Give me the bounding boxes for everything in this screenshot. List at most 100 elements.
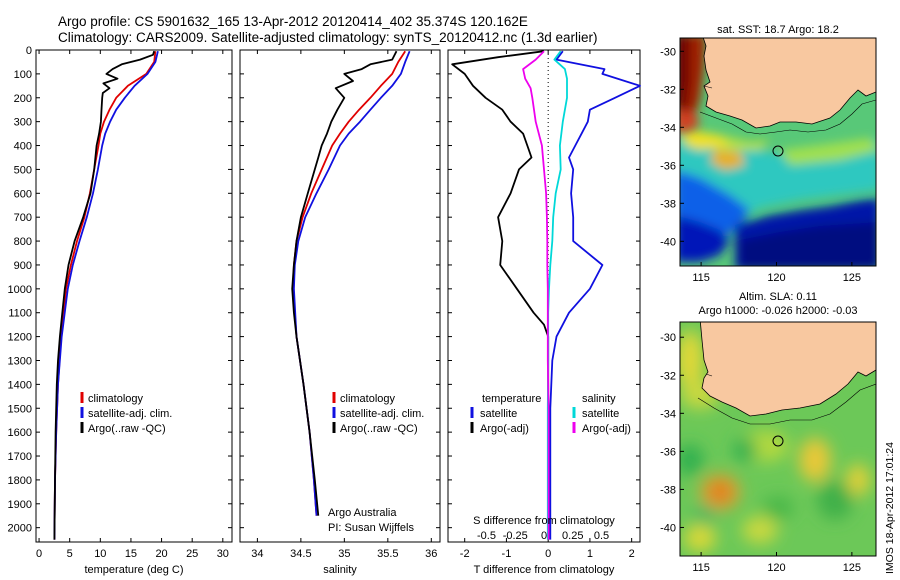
sst-map-title: sat. SST: 18.7 Argo: 18.2 xyxy=(717,24,839,36)
sst-map: 115 120 125 -30 -32 -34 -36 -38 -40 xyxy=(660,37,877,284)
y-tick-label: 1500 xyxy=(8,403,32,415)
series-line-satellite-adj-clim- xyxy=(53,50,159,540)
y-tick-label: 900 xyxy=(14,260,32,272)
sla-map-title-line1: Altim. SLA: 0.11 xyxy=(738,291,818,303)
x-tick-label: 20 xyxy=(155,548,167,560)
map-y-tick-label: -40 xyxy=(660,522,676,534)
series-line-climatology xyxy=(53,51,157,540)
legend-label: satellite-adj. clim. xyxy=(340,408,424,420)
annotation-text: PI: Susan Wijffels xyxy=(328,522,414,534)
x-tick-label: -2 xyxy=(460,548,470,560)
legend-label: climatology xyxy=(88,393,144,405)
map-y-tick-label: -34 xyxy=(660,122,676,134)
map-x-tick-label: 115 xyxy=(692,562,710,574)
x-tick-label: 25 xyxy=(186,548,198,560)
y-tick-label: 500 xyxy=(14,164,32,176)
s-tick-label: 0 xyxy=(541,530,547,542)
legend-label: satellite xyxy=(480,408,517,420)
map-y-tick-label: -36 xyxy=(660,446,676,458)
x-tick-label: 2 xyxy=(629,548,635,560)
y-tick-label: 400 xyxy=(14,141,32,153)
x-tick-label: 5 xyxy=(67,548,73,560)
temperature-panel: 0 5 10 15 20 25 300100200300400500600700800900… xyxy=(8,45,233,576)
float-location-marker xyxy=(772,435,784,447)
y-tick-label: 1400 xyxy=(8,379,32,391)
x-tick-label: 15 xyxy=(125,548,137,560)
axes-frame xyxy=(35,49,233,543)
y-tick-label: 1600 xyxy=(8,427,32,439)
y-tick-label: 1800 xyxy=(8,475,32,487)
x-axis-label: T difference from climatology xyxy=(474,564,615,576)
y-tick-label: 600 xyxy=(14,188,32,200)
map-y-tick-label: -30 xyxy=(660,46,676,58)
x-axis-label: salinity xyxy=(323,564,357,576)
legend-label: Argo(-adj) xyxy=(480,423,529,435)
x-tick-label: 34 xyxy=(251,548,263,560)
series-line-argo-raw-qc- xyxy=(53,50,156,540)
axes-frame xyxy=(447,49,641,543)
series-line-salinity-argo-adj- xyxy=(522,50,550,540)
series-line-climatology xyxy=(292,50,406,516)
y-tick-label: 1300 xyxy=(8,355,32,367)
map-y-tick-label: -38 xyxy=(660,198,676,210)
y-tick-label: 300 xyxy=(14,117,32,129)
s-tick-label: 0.5 xyxy=(594,530,609,542)
x-tick-label: 0 xyxy=(545,548,551,560)
legend-title: salinity xyxy=(582,393,616,405)
y-tick-label: 2000 xyxy=(8,523,32,535)
float-location-marker xyxy=(772,145,784,157)
legend-label: satellite-adj. clim. xyxy=(88,408,172,420)
map-x-tick-label: 125 xyxy=(843,272,861,284)
legend-label: Argo(-adj) xyxy=(582,423,631,435)
axes-frame xyxy=(239,49,441,543)
sla-map: 115 120 125 -30 -32 -34 -36 -38 -40 xyxy=(660,321,877,574)
y-tick-label: 100 xyxy=(14,69,32,81)
x-tick-label: 1 xyxy=(587,548,593,560)
y-tick-label: 0 xyxy=(26,45,32,57)
x-tick-label: 0 xyxy=(36,548,42,560)
map-y-tick-label: -30 xyxy=(660,332,676,344)
series-line-temperature-satellite xyxy=(549,50,641,540)
map-y-tick-label: -32 xyxy=(660,84,676,96)
figure-title-line1: Argo profile: CS 5901632_165 13-Apr-2012… xyxy=(58,14,528,29)
s-tick-label: -0.25 xyxy=(503,530,528,542)
map-y-tick-label: -40 xyxy=(660,236,676,248)
map-y-tick-label: -36 xyxy=(660,160,676,172)
y-tick-label: 1100 xyxy=(8,308,32,320)
map-y-tick-label: -38 xyxy=(660,484,676,496)
figure-title-line2: Climatology: CARS2009. Satellite-adjuste… xyxy=(58,30,598,45)
y-tick-label: 1000 xyxy=(8,284,32,296)
s-diff-label: S difference from climatology xyxy=(473,515,615,527)
annotation-text: Argo Australia xyxy=(328,507,397,519)
x-tick-label: 35 xyxy=(338,548,350,560)
y-tick-label: 1900 xyxy=(8,499,32,511)
map-y-tick-label: -34 xyxy=(660,408,676,420)
legend-label: satellite xyxy=(582,408,619,420)
imos-timestamp: IMOS 18-Apr-2012 17:01:24 xyxy=(884,442,896,574)
x-tick-label: 30 xyxy=(217,548,229,560)
y-tick-label: 1200 xyxy=(8,332,32,344)
series-line-temperature-argo-adj- xyxy=(451,50,550,540)
legend-label: climatology xyxy=(340,393,396,405)
y-tick-label: 200 xyxy=(14,93,32,105)
x-tick-label: 34.5 xyxy=(290,548,311,560)
x-tick-label: 35.5 xyxy=(377,548,398,560)
y-tick-label: 700 xyxy=(14,212,32,224)
x-axis-label: temperature (deg C) xyxy=(84,564,183,576)
y-tick-label: 800 xyxy=(14,236,32,248)
legend-label: Argo(..raw -QC) xyxy=(340,423,418,435)
map-x-tick-label: 125 xyxy=(843,562,861,574)
salinity-panel: 34 34.5 35 35.5 36 salinity climatology satelli… xyxy=(239,49,441,576)
series-line-argo-raw-qc- xyxy=(291,50,398,516)
sla-map-title-line2: Argo h1000: -0.026 h2000: -0.03 xyxy=(698,305,858,317)
difference-panel: -2 -1 0 1 2 T difference from climatology temp… xyxy=(447,49,641,576)
map-x-tick-label: 115 xyxy=(692,272,710,284)
map-y-tick-label: -32 xyxy=(660,370,676,382)
legend-title: temperature xyxy=(482,393,541,405)
legend-label: Argo(..raw -QC) xyxy=(88,423,166,435)
x-tick-label: -1 xyxy=(502,548,512,560)
s-tick-label: 0.25 xyxy=(562,530,583,542)
x-tick-label: 36 xyxy=(425,548,437,560)
s-tick-label: -0.5 xyxy=(477,530,496,542)
